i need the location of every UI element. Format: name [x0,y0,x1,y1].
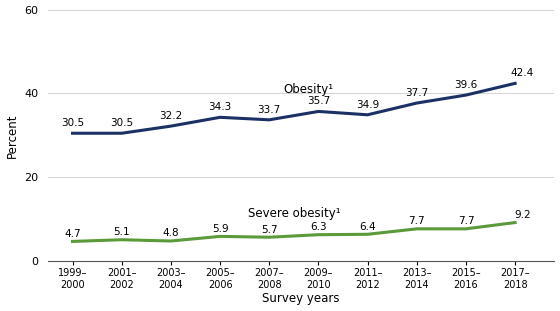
Text: 6.3: 6.3 [310,222,326,232]
Text: 4.8: 4.8 [162,229,179,239]
Text: 35.7: 35.7 [307,96,330,106]
Text: 5.1: 5.1 [114,227,130,237]
Text: 5.9: 5.9 [212,224,228,234]
Text: 9.2: 9.2 [514,210,531,220]
X-axis label: Survey years: Survey years [263,292,340,305]
Text: 39.6: 39.6 [454,80,478,90]
Text: 7.7: 7.7 [408,216,425,226]
Text: 6.4: 6.4 [360,222,376,232]
Text: 7.7: 7.7 [458,216,474,226]
Text: 32.2: 32.2 [159,111,183,121]
Text: 33.7: 33.7 [258,105,281,115]
Text: 42.4: 42.4 [511,68,534,78]
Text: Severe obesity¹: Severe obesity¹ [248,207,340,220]
Text: 34.3: 34.3 [208,102,232,112]
Text: 30.5: 30.5 [61,118,84,128]
Text: 34.9: 34.9 [356,100,379,110]
Text: 30.5: 30.5 [110,118,133,128]
Text: 37.7: 37.7 [405,88,428,98]
Text: 4.7: 4.7 [64,229,81,239]
Text: 5.7: 5.7 [261,225,278,235]
Y-axis label: Percent: Percent [6,113,18,158]
Text: Obesity¹: Obesity¹ [283,82,334,95]
